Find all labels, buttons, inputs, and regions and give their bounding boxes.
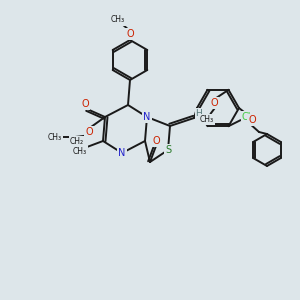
Text: O: O (152, 136, 160, 146)
Text: CH₃: CH₃ (48, 133, 62, 142)
Text: O: O (85, 127, 93, 137)
Text: N: N (118, 148, 126, 158)
Text: CH₃: CH₃ (111, 16, 125, 25)
Text: CH₂: CH₂ (70, 137, 84, 146)
Text: O: O (126, 29, 134, 39)
Text: Cl: Cl (242, 112, 251, 122)
Text: CH₃: CH₃ (200, 115, 214, 124)
Text: O: O (81, 99, 89, 109)
Text: S: S (165, 145, 171, 155)
Text: O: O (248, 115, 256, 125)
Text: O: O (211, 98, 218, 108)
Text: N: N (143, 112, 151, 122)
Text: CH₃: CH₃ (73, 146, 87, 155)
Text: H: H (196, 110, 202, 118)
